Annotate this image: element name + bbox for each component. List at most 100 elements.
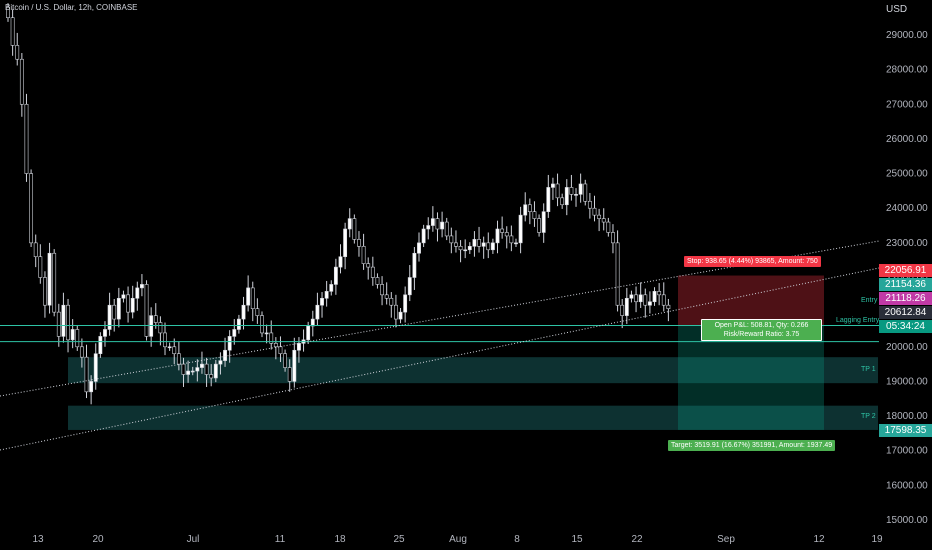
x-tick-label: 25 xyxy=(393,534,405,545)
candle-body xyxy=(315,304,320,320)
candle-body xyxy=(140,284,144,289)
candle-body xyxy=(389,297,394,306)
candle xyxy=(33,234,38,268)
x-tick-label: 12 xyxy=(813,534,825,545)
x-tick-label: 22 xyxy=(631,534,643,545)
candle-body xyxy=(89,381,94,393)
candle xyxy=(112,298,117,332)
candle xyxy=(430,206,435,232)
candle-body xyxy=(500,228,505,233)
candle-body xyxy=(310,318,315,327)
candle xyxy=(172,338,177,365)
stop-label: Stop: 938.65 (4.44%) 93865, Amount: 750 xyxy=(684,256,821,267)
candle-body xyxy=(255,308,260,316)
y-tick-label: 15000.00 xyxy=(886,515,928,526)
candle xyxy=(158,316,163,346)
candle-body xyxy=(52,252,57,313)
candle xyxy=(29,169,34,248)
candle-body xyxy=(338,256,343,268)
candle-body xyxy=(195,367,200,372)
y-tick-label: 26000.00 xyxy=(886,134,928,145)
candle xyxy=(84,344,89,399)
candle xyxy=(504,226,509,249)
candle-body xyxy=(186,370,191,375)
x-tick-label: Jul xyxy=(187,534,200,545)
candle xyxy=(463,239,468,259)
candle-body xyxy=(514,242,518,245)
target-label: Target: 3519.91 (16.67%) 351991, Amount:… xyxy=(668,440,836,451)
candle xyxy=(209,364,214,387)
candle-body xyxy=(463,249,468,252)
candle xyxy=(218,352,223,375)
candle xyxy=(236,314,241,334)
candle-body xyxy=(347,218,352,230)
candle-body xyxy=(324,291,329,299)
candle xyxy=(490,238,495,254)
candle xyxy=(638,282,643,308)
candle xyxy=(555,173,560,207)
candle xyxy=(407,265,412,302)
candle xyxy=(103,321,107,347)
candle-body xyxy=(375,277,380,285)
candle-body xyxy=(384,294,389,299)
candle xyxy=(560,193,565,209)
candle-body xyxy=(320,297,324,306)
candle-body xyxy=(647,301,652,306)
candle xyxy=(273,337,278,360)
candle-body xyxy=(273,343,278,348)
candle xyxy=(352,214,357,244)
candle-body xyxy=(412,252,417,278)
axis-currency-label[interactable]: USD xyxy=(886,4,908,15)
candle xyxy=(587,192,592,219)
candle xyxy=(52,249,57,317)
candle-body xyxy=(287,367,292,382)
candle-body xyxy=(490,242,495,251)
candle-body xyxy=(504,232,509,237)
candle xyxy=(10,9,15,56)
candle xyxy=(661,282,666,312)
candle xyxy=(467,242,472,254)
candle xyxy=(384,282,389,305)
x-tick-label: 13 xyxy=(32,534,44,545)
candle xyxy=(652,287,657,306)
candle-body xyxy=(283,353,287,368)
candle xyxy=(329,280,334,296)
candle xyxy=(532,201,537,227)
candle xyxy=(186,360,191,383)
candle xyxy=(449,227,454,254)
candle-body xyxy=(606,221,611,233)
candle-body xyxy=(200,363,204,368)
candle-body xyxy=(638,294,643,303)
y-tick-label: 28000.00 xyxy=(886,65,928,76)
candle xyxy=(597,208,602,232)
candle-body xyxy=(204,363,209,375)
candle-body xyxy=(103,329,107,337)
candle xyxy=(47,242,52,314)
x-axis[interactable]: 13 20 Jul 11 18 25 Aug 8 15 22 Sep 12 19 xyxy=(32,534,883,545)
stop-price-tag: 22056.91 xyxy=(879,264,932,277)
candle-body xyxy=(6,6,10,18)
zones-layer xyxy=(68,275,878,430)
candle xyxy=(176,341,181,371)
candle-body xyxy=(624,297,629,316)
candle xyxy=(546,174,551,218)
candle xyxy=(606,217,611,237)
candle-body xyxy=(190,370,195,373)
candle-body xyxy=(578,183,583,195)
candle xyxy=(89,375,94,405)
candle xyxy=(398,307,403,324)
candle-body xyxy=(657,291,662,296)
candle-body xyxy=(246,287,251,306)
candle-body xyxy=(144,284,149,337)
y-tick-label: 29000.00 xyxy=(886,30,928,41)
candle-body xyxy=(666,304,671,309)
candle xyxy=(301,329,306,352)
candle xyxy=(486,232,491,259)
candle-body xyxy=(329,284,334,292)
candle xyxy=(200,351,204,374)
candle-body xyxy=(223,349,227,361)
candle xyxy=(255,298,260,324)
candle xyxy=(583,179,588,206)
candle-body xyxy=(333,266,338,285)
